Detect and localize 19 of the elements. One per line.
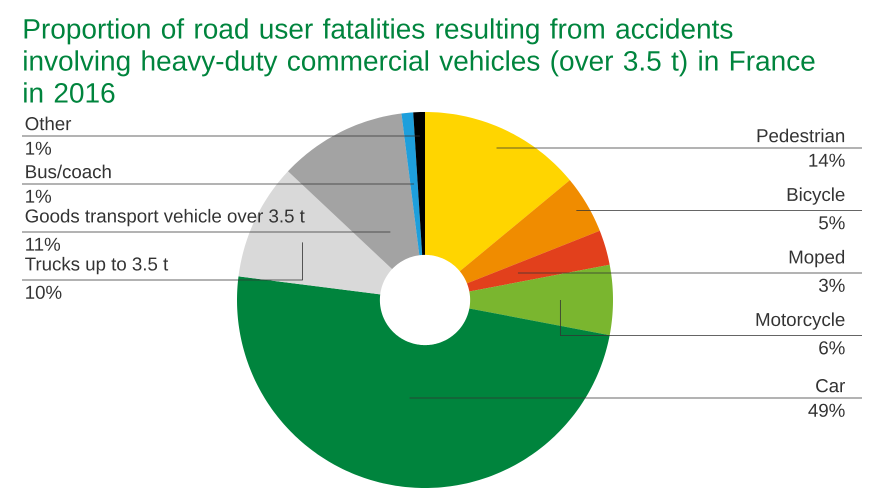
data-label: 10% [26,286,62,299]
slice-label: Motorcycle [756,312,844,330]
data-label: 3% [819,278,845,292]
slice-label: Car [816,379,845,392]
slice-label: Goods transport vehicle over 3.5 t [26,208,305,226]
slice-label: Other [26,116,72,130]
data-label: 49% [808,404,845,417]
data-label: 14% [809,154,845,167]
data-label: 1% [26,142,52,155]
slice-label: Bus/coach [26,164,111,178]
data-label: 5% [819,216,845,230]
data-label: 11% [26,238,60,251]
slice-label: Moped [790,250,844,268]
slice-label: Bicycle [788,187,844,205]
data-label: 6% [819,341,845,354]
chart-title: Proportion of road user fatalities resulting from accidents involving heavy-duty commercial vehicles (over 3.5 t) in France in 2016 [24,18,815,103]
slice-label: Pedestrian [758,128,844,142]
data-label: 1% [26,190,52,203]
slice-label: Trucks up to 3.5 t [25,256,168,274]
